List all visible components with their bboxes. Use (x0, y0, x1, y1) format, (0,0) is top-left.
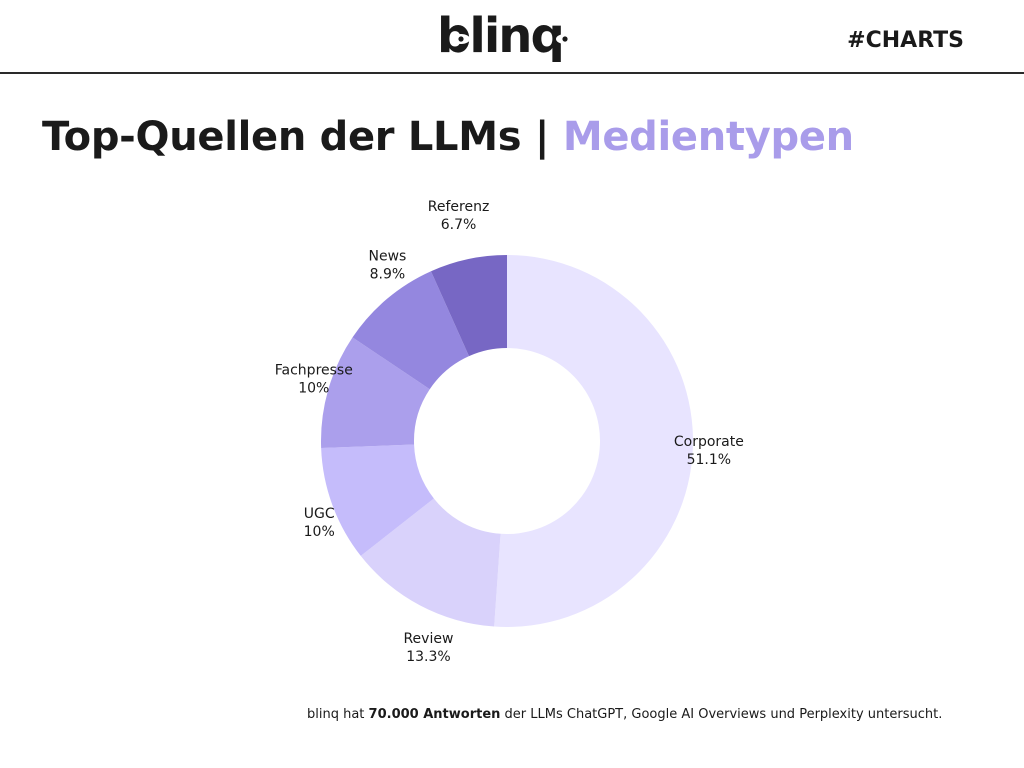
slice-value-referenz: 6.7% (441, 217, 477, 233)
slice-value-fachpresse: 10% (298, 381, 329, 397)
slice-label-fachpresse: Fachpresse (275, 363, 353, 379)
footer-note: blinq hat 70.000 Antworten der LLMs Chat… (307, 707, 942, 722)
title-main: Top-Quellen der LLMs | (42, 114, 563, 160)
footer-bold: 70.000 Antworten (368, 707, 501, 722)
slice-value-news: 8.9% (370, 267, 406, 283)
slice-label-news: News (369, 249, 407, 265)
slice-review (360, 498, 501, 627)
header: blinq #CHARTS (0, 0, 1024, 74)
slice-value-corporate: 51.1% (687, 452, 731, 468)
blinq-logo: blinq (437, 10, 574, 64)
slice-label-referenz: Referenz (428, 199, 490, 215)
footer-suffix: der LLMs ChatGPT, Google AI Overviews un… (500, 707, 943, 722)
slice-label-corporate: Corporate (674, 434, 744, 450)
slice-referenz (430, 255, 507, 357)
page-title: Top-Quellen der LLMs | Medientypen (42, 114, 854, 160)
slice-value-review: 13.3% (406, 649, 450, 665)
slice-corporate (494, 255, 694, 627)
slice-ugc (321, 444, 434, 556)
slice-label-review: Review (403, 631, 453, 647)
slice-news (352, 271, 469, 390)
slice-label-ugc: UGC (304, 506, 335, 522)
footer-prefix: blinq hat (307, 707, 369, 722)
slice-fachpresse (321, 337, 430, 449)
title-accent: Medientypen (562, 114, 854, 160)
charts-tag: #CHARTS (847, 28, 964, 53)
slice-value-ugc: 10% (304, 524, 335, 540)
